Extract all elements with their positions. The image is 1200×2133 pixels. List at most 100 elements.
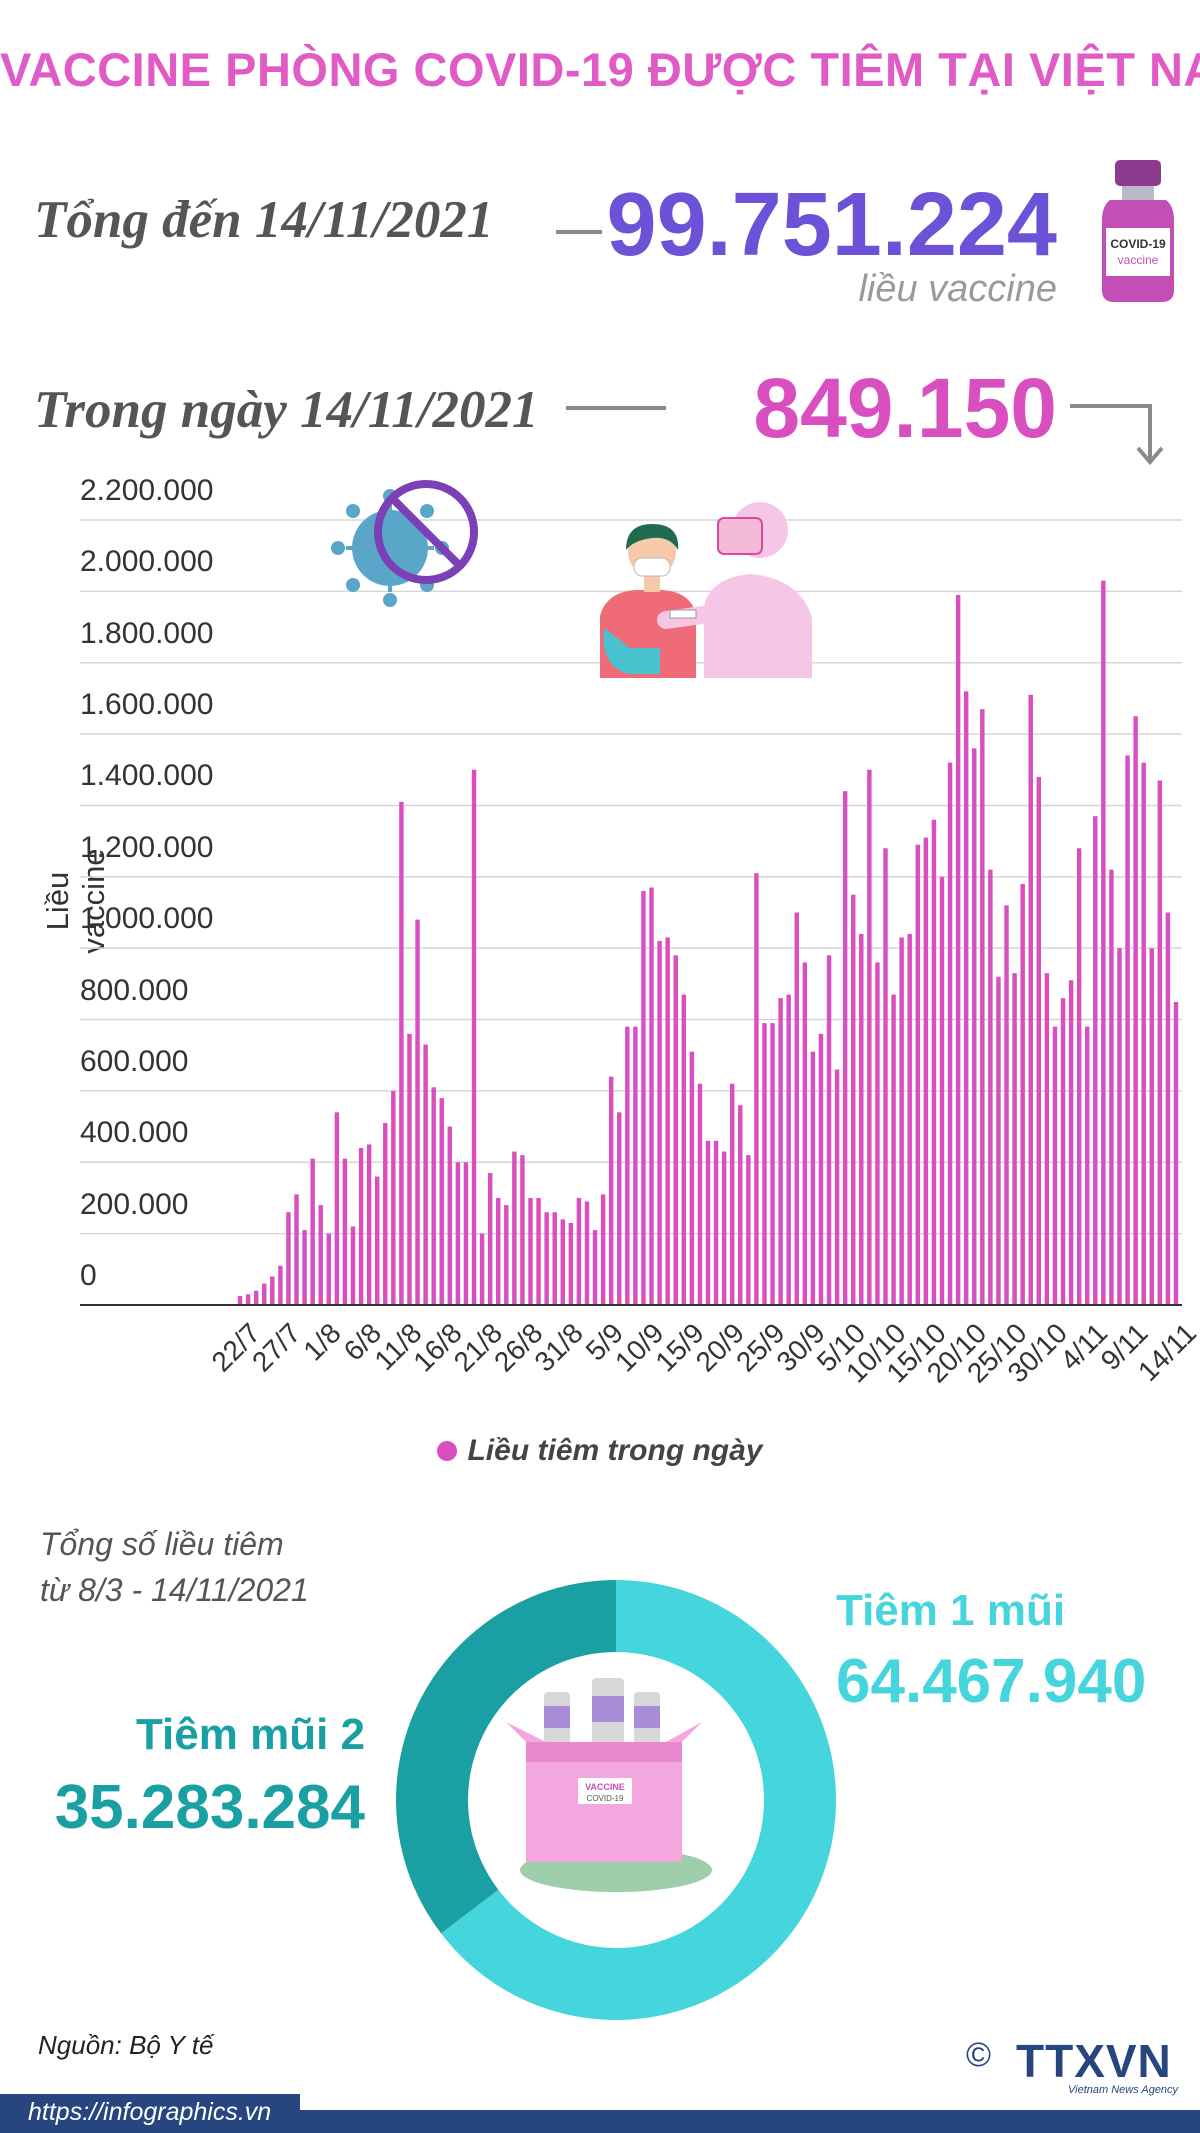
x-tick-label: 27/7 (246, 1317, 306, 1377)
dose1-label: Tiêm 1 mũi (836, 1586, 1066, 1635)
bar (649, 887, 654, 1305)
vaccine-vial-icon: COVID-19 vaccine (1102, 160, 1174, 302)
daily-label: Trong ngày 14/11/2021 (34, 381, 539, 439)
bar (931, 819, 937, 1305)
bar (552, 1212, 557, 1305)
bar (342, 1158, 348, 1305)
bar (955, 594, 961, 1305)
legend-label: Liều tiêm trong ngày (467, 1434, 763, 1467)
bar (592, 1230, 598, 1305)
agency-logo: TTXVN (1016, 2035, 1172, 2087)
chart-legend: Liều tiêm trong ngày (0, 1434, 1200, 1468)
bar (867, 769, 872, 1305)
bar (770, 1023, 775, 1305)
donut-slice-dose1 (441, 1580, 836, 2020)
bar (463, 1162, 469, 1305)
bar (673, 955, 678, 1305)
y-tick-label: 400.000 (80, 1116, 189, 1150)
total-label: Tổng đến 14/11/2021 (34, 191, 494, 249)
total-value: 99.751.224 (606, 175, 1057, 275)
bar (262, 1283, 267, 1305)
bar (1044, 973, 1050, 1305)
bar (1004, 905, 1009, 1305)
bar (1084, 1026, 1090, 1305)
bar (665, 937, 670, 1305)
bar (617, 1112, 622, 1305)
bar (423, 1044, 428, 1305)
bar (439, 1098, 444, 1305)
donut-slice-dose2 (396, 1580, 616, 1934)
bar (697, 1083, 703, 1305)
bar (1125, 755, 1130, 1305)
bar (625, 1026, 630, 1305)
dose2-value: 35.283.284 (54, 1773, 365, 1842)
bar (600, 1194, 606, 1305)
bar (972, 748, 977, 1305)
bar (1020, 883, 1025, 1305)
source-note: Nguồn: Bộ Y tế (38, 2030, 214, 2060)
bar (431, 1087, 436, 1305)
bar (568, 1222, 574, 1305)
y-tick-label: 1.000.000 (80, 902, 214, 936)
footer-url-link[interactable]: https://infographics.vn (28, 2098, 272, 2126)
bar (729, 1083, 735, 1305)
bar (294, 1194, 299, 1305)
bar (907, 933, 912, 1305)
vial-label-1: COVID-19 (1110, 237, 1166, 251)
bar (584, 1201, 590, 1305)
bar (504, 1205, 509, 1305)
x-tick-label: 31/8 (528, 1317, 588, 1377)
legend-swatch (437, 1441, 458, 1461)
bar (270, 1276, 275, 1305)
bar (802, 962, 808, 1305)
bar (754, 873, 759, 1305)
bar (641, 891, 646, 1305)
y-tick-label: 1.200.000 (80, 830, 214, 864)
bar (988, 869, 993, 1305)
bar (608, 1076, 614, 1305)
y-tick-label: 1.400.000 (80, 759, 214, 793)
bar (310, 1158, 315, 1305)
donut-title-line-1: Tổng số liều tiêm (40, 1526, 284, 1562)
y-tick-label: 200.000 (80, 1187, 189, 1221)
bar (883, 848, 888, 1305)
doses-donut-chart: VACCINE COVID-19 (396, 1580, 836, 2020)
bar (1052, 1026, 1058, 1305)
vaccination-illustration (600, 502, 812, 678)
bar (471, 769, 477, 1305)
bar (738, 1105, 743, 1305)
footer-band-stripe (300, 2110, 1200, 2133)
bar (512, 1151, 517, 1305)
dose2-label: Tiêm mũi 2 (135, 1710, 365, 1759)
bar (358, 1148, 364, 1305)
bar (278, 1265, 283, 1305)
bar (487, 1172, 493, 1305)
bar (560, 1219, 565, 1305)
bar (286, 1212, 291, 1305)
x-tick-labels: 22/727/71/86/811/816/821/826/831/85/910/… (206, 1317, 1200, 1388)
copyright-icon: © (966, 2036, 992, 2074)
bar (318, 1205, 323, 1305)
bar (762, 1023, 767, 1305)
bar (447, 1126, 453, 1305)
bar (657, 941, 662, 1305)
bar (1068, 980, 1074, 1305)
bar (786, 994, 791, 1305)
bar (1060, 998, 1066, 1305)
bar (245, 1294, 251, 1305)
x-tick-label: 14/11 (1132, 1317, 1200, 1387)
bar (1141, 762, 1146, 1305)
bar (963, 691, 969, 1305)
bar (1149, 948, 1154, 1305)
bar (689, 1051, 695, 1305)
bar (939, 876, 945, 1305)
bar (479, 1233, 485, 1305)
bar (1093, 816, 1098, 1305)
bar (326, 1233, 332, 1305)
bar (520, 1155, 525, 1305)
donut-title-line-2: từ 8/3 - 14/11/2021 (40, 1572, 309, 1608)
dose1-value: 64.467.940 (836, 1647, 1147, 1716)
bar (746, 1155, 751, 1305)
bar (633, 1026, 638, 1305)
y-tick-label: 1.800.000 (80, 616, 214, 650)
